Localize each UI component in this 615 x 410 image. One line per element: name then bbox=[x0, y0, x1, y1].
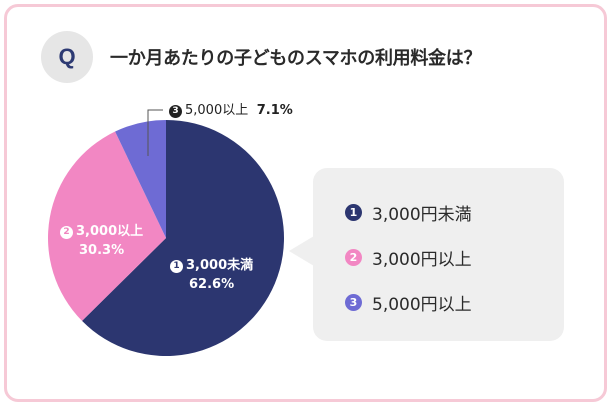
slice-category-2: 3,000以上 bbox=[76, 224, 144, 239]
slice-percent-3: 7.1% bbox=[256, 103, 293, 118]
slice-label-3: 3 5,000以上 7.1% bbox=[169, 101, 293, 120]
legend-pointer bbox=[289, 236, 314, 266]
slice-category-3: 5,000以上 bbox=[185, 103, 249, 118]
slice-category-1: 3,000未満 bbox=[186, 258, 254, 273]
legend-label-1: 3,000円未満 bbox=[372, 205, 472, 225]
legend-marker-1: 1 bbox=[345, 204, 362, 221]
slice-3-leader-line bbox=[147, 109, 163, 156]
slice-label-2: 2 3,000以上 30.3% bbox=[60, 222, 143, 260]
legend-marker-2: 2 bbox=[345, 249, 362, 266]
question-badge: Q bbox=[41, 31, 93, 83]
pie-slice-1 bbox=[82, 120, 284, 356]
question-title: 一か月あたりの子どものスマホの利用料金は？ bbox=[110, 48, 482, 69]
slice-label-1: 1 3,000未満 62.6% bbox=[170, 256, 253, 294]
legend-label-3: 5,000円以上 bbox=[372, 295, 472, 315]
slice-marker-1: 1 bbox=[170, 260, 183, 273]
legend-marker-3: 3 bbox=[345, 294, 362, 311]
slice-marker-2: 2 bbox=[60, 226, 73, 239]
slice-marker-3: 3 bbox=[169, 105, 182, 118]
slice-percent-1: 62.6% bbox=[189, 277, 235, 292]
legend-item-1: 1 3,000円未満 bbox=[345, 200, 472, 225]
legend-label-2: 3,000円以上 bbox=[372, 250, 472, 270]
pie-slice-2 bbox=[47, 131, 166, 321]
legend-item-3: 3 5,000円以上 bbox=[345, 290, 472, 315]
pie-slice-3 bbox=[115, 120, 166, 238]
legend-item-2: 2 3,000円以上 bbox=[345, 245, 472, 270]
slice-percent-2: 30.3% bbox=[79, 243, 125, 258]
